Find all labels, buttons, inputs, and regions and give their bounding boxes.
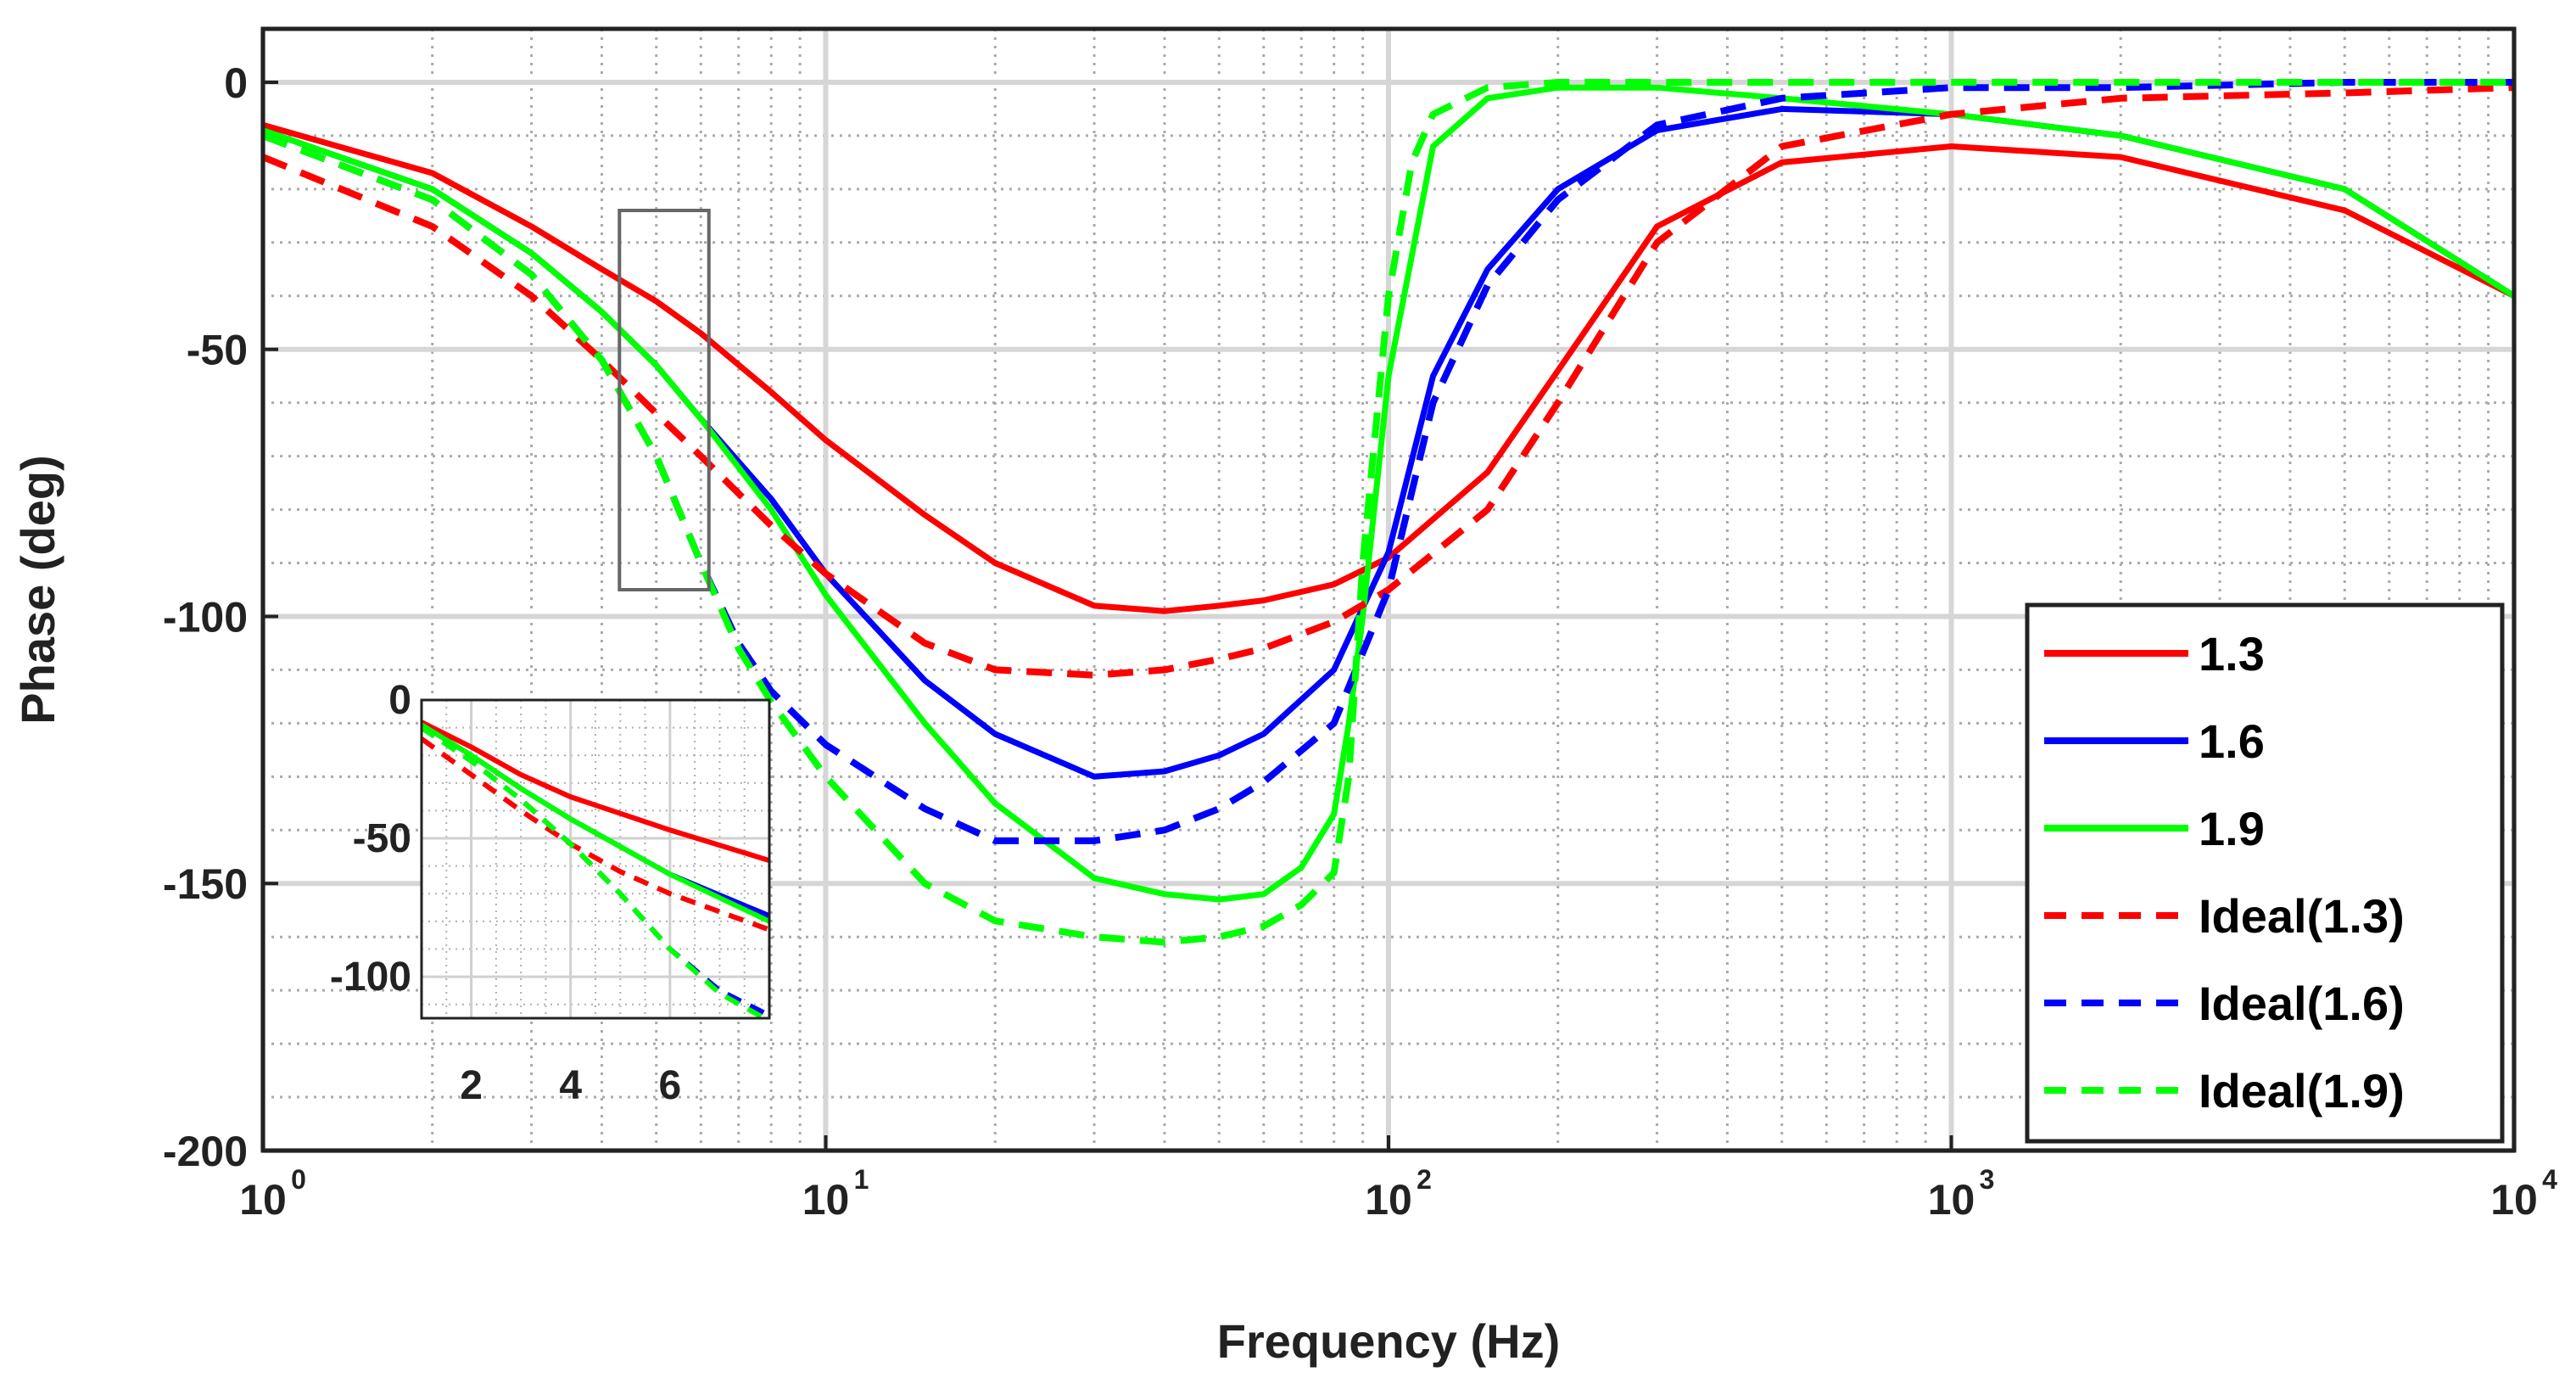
inset-frame [420,698,771,1020]
inset-series-line-1-3 [422,720,769,863]
x-tick-label: 10 [239,1176,287,1224]
legend-label: 1.3 [2199,627,2265,680]
x-tick-exponent: 4 [2542,1164,2557,1195]
inset-tick-labels: 0 -50 -100 2 4 6 [330,678,681,1108]
legend-label: 1.6 [2199,714,2265,768]
legend-label: Ideal(1.6) [2199,977,2405,1030]
y-tick-label: -100 [163,593,248,641]
y-tick-label: 0 [224,59,248,107]
inset-series-line-1-9 [422,722,769,924]
inset-y-tick-label: 0 [388,678,411,723]
inset-y-tick-label: -50 [353,816,411,861]
x-axis-label: Frequency (Hz) [1217,1314,1561,1368]
legend: 1.3 1.6 1.9 Ideal(1.3) Ideal(1.6) Ideal(1.9) [2025,602,2505,1144]
series-line-1-3 [263,121,2514,614]
y-tick-label: -150 [163,860,248,908]
plot-frame [260,26,2517,1153]
main-series-lines [263,79,2514,946]
legend-label: Ideal(1.9) [2199,1064,2405,1117]
x-tick-label: 10 [802,1176,850,1224]
inset-series-lines [422,720,769,1018]
y-axis-label: Phase (deg) [11,455,64,724]
x-tick-exponent: 0 [291,1164,306,1195]
y-tick-label: -200 [163,1128,248,1175]
x-tick-exponent: 1 [854,1164,869,1195]
inset-x-tick-label: 2 [460,1063,483,1108]
legend-box [2025,602,2505,1144]
inset-series-line-ideal-1-9 [422,725,769,1018]
legend-label: 1.9 [2199,802,2265,855]
x-tick-label: 10 [1928,1176,1975,1224]
series-line-ideal-1-9 [263,79,2514,946]
inset-x-tick-label: 6 [659,1063,682,1108]
inset-grid [422,698,769,1018]
x-tick-exponent: 3 [1980,1164,1995,1195]
y-tick-label: -50 [187,327,248,374]
x-tick-label: 10 [2490,1176,2538,1224]
inset-x-tick-label: 4 [559,1063,582,1108]
series-line-ideal-1-3 [263,84,2514,679]
x-tick-exponent: 2 [1417,1164,1432,1195]
inset-y-tick-label: -100 [330,955,411,1000]
x-tick-label: 10 [1365,1176,1412,1224]
zoom-region-box [617,209,711,592]
legend-label: Ideal(1.3) [2199,889,2405,943]
series-line-1-9 [263,84,2514,903]
